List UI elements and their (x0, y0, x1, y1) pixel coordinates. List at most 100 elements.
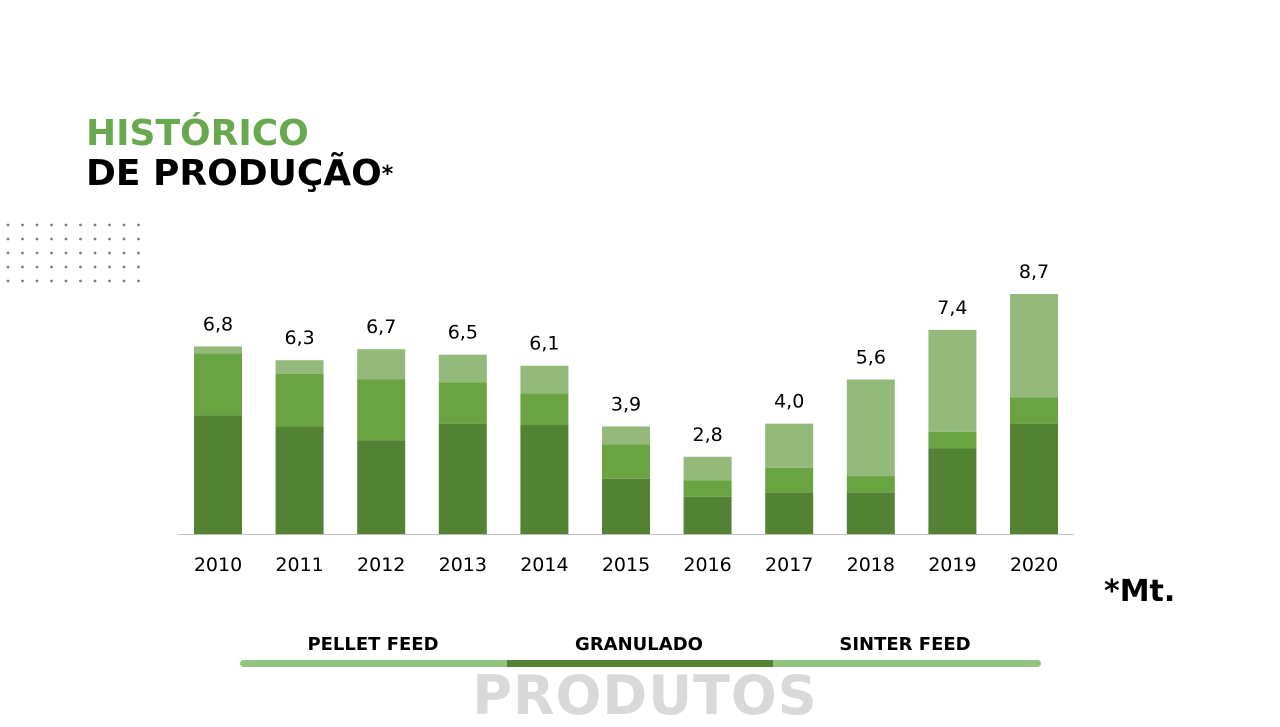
legend-label-sinter-feed: SINTER FEED (839, 634, 971, 655)
data-label-2020: 8,7 (1019, 261, 1049, 283)
decorative-dot (79, 251, 82, 255)
legend-bar-sinter-feed (773, 660, 1041, 667)
bar-segment-2015-1 (602, 478, 650, 534)
decorative-dot (21, 237, 24, 241)
decorative-dot (137, 279, 140, 283)
bar-segment-2012-2 (357, 379, 406, 441)
bar-segment-2019-2 (928, 431, 977, 449)
legend-bar-pellet-feed (240, 660, 508, 667)
decorative-dot (108, 279, 111, 283)
decorative-dot (35, 223, 39, 227)
data-label-2015: 3,9 (611, 393, 641, 415)
decorative-dot (21, 251, 24, 255)
decorative-dot (21, 223, 24, 227)
x-tick-label-2019: 2019 (928, 554, 976, 576)
bar-segment-2019-1 (928, 448, 977, 534)
x-tick-label-2010: 2010 (194, 554, 242, 576)
x-tick-label-2017: 2017 (765, 554, 813, 576)
decorative-dot-grid (6, 223, 140, 283)
x-tick-label-2011: 2011 (275, 554, 323, 576)
decorative-dot (50, 279, 53, 283)
decorative-dot (108, 223, 111, 227)
decorative-dot (6, 251, 10, 255)
bar-segment-2020-2 (1010, 397, 1058, 424)
x-tick-label-2012: 2012 (357, 554, 405, 576)
decorative-dot (79, 223, 82, 227)
decorative-dot (21, 265, 24, 269)
decorative-dot (50, 251, 53, 255)
decorative-dot (64, 237, 68, 241)
decorative-dot (6, 265, 10, 269)
decorative-dot (6, 237, 10, 241)
unit-note: *Mt. (1104, 574, 1176, 609)
decorative-dot (50, 237, 53, 241)
legend-bar-granulado (507, 660, 774, 667)
x-tick-label-2014: 2014 (520, 554, 568, 576)
decorative-dot (35, 251, 39, 255)
decorative-dot (122, 237, 126, 241)
decorative-dot (35, 279, 39, 283)
decorative-dot (50, 265, 53, 269)
decorative-dot (79, 279, 82, 283)
bar-segment-2016-1 (683, 496, 732, 534)
bar-segment-2015-3 (602, 426, 650, 445)
decorative-dot (93, 237, 97, 241)
title-line-2: DE PRODUÇÃO* (86, 154, 393, 195)
title-line-1: HISTÓRICO (86, 113, 309, 154)
bar-segment-2020-1 (1010, 423, 1058, 534)
bar-segment-2012-3 (357, 349, 406, 380)
decorative-dot (93, 279, 97, 283)
bar-segment-2016-2 (683, 480, 732, 497)
chart-title: HISTÓRICO DE PRODUÇÃO* (86, 114, 393, 195)
bar-segment-2017-1 (765, 492, 814, 534)
decorative-dot (35, 237, 39, 241)
decorative-dot (93, 251, 97, 255)
bar-segment-2018-1 (846, 492, 895, 534)
bar-segment-2014-2 (520, 393, 569, 426)
decorative-dot (64, 279, 68, 283)
data-label-2010: 6,8 (203, 313, 233, 335)
decorative-dot (50, 223, 53, 227)
bar-segment-2014-3 (520, 365, 569, 394)
decorative-dot (79, 265, 82, 269)
data-label-2013: 6,5 (448, 322, 478, 344)
bar-segment-2013-1 (438, 423, 487, 534)
decorative-dot (64, 251, 68, 255)
bar-segment-2015-2 (602, 444, 650, 479)
decorative-dot (21, 279, 24, 283)
bar-segment-2019-3 (928, 329, 977, 432)
decorative-dot (122, 223, 126, 227)
footer-produtos: PRODUTOS (472, 664, 818, 727)
data-label-2012: 6,7 (366, 316, 396, 338)
decorative-dot (35, 265, 39, 269)
decorative-dot (137, 237, 140, 241)
bar-segment-2011-2 (275, 374, 324, 427)
legend-label-granulado: GRANULADO (575, 634, 703, 655)
decorative-dot (79, 237, 82, 241)
bar-segment-2010-2 (194, 353, 242, 416)
title-asterisk: * (381, 162, 394, 187)
legend-label-pellet-feed: PELLET FEED (307, 634, 439, 655)
decorative-dot (137, 251, 140, 255)
bar-segment-2012-1 (357, 440, 406, 534)
x-tick-label-2013: 2013 (439, 554, 487, 576)
decorative-dot (108, 237, 111, 241)
bar-segment-2010-3 (194, 346, 242, 354)
decorative-dot (64, 223, 68, 227)
bar-segment-2018-2 (846, 476, 895, 493)
decorative-dot (122, 279, 126, 283)
bar-segment-2016-3 (683, 456, 732, 481)
bar-segment-2020-3 (1010, 294, 1058, 398)
data-label-2017: 4,0 (774, 391, 804, 413)
decorative-dot (122, 251, 126, 255)
bar-segment-2013-2 (438, 382, 487, 424)
x-tick-label-2018: 2018 (847, 554, 895, 576)
decorative-dot (6, 279, 10, 283)
title-line-2-text: DE PRODUÇÃO (86, 153, 382, 194)
decorative-dot (6, 223, 10, 227)
bar-segment-2017-3 (765, 423, 814, 468)
decorative-dot (93, 265, 97, 269)
decorative-dot (108, 265, 111, 269)
decorative-dot (108, 251, 111, 255)
x-tick-label-2020: 2020 (1010, 554, 1058, 576)
